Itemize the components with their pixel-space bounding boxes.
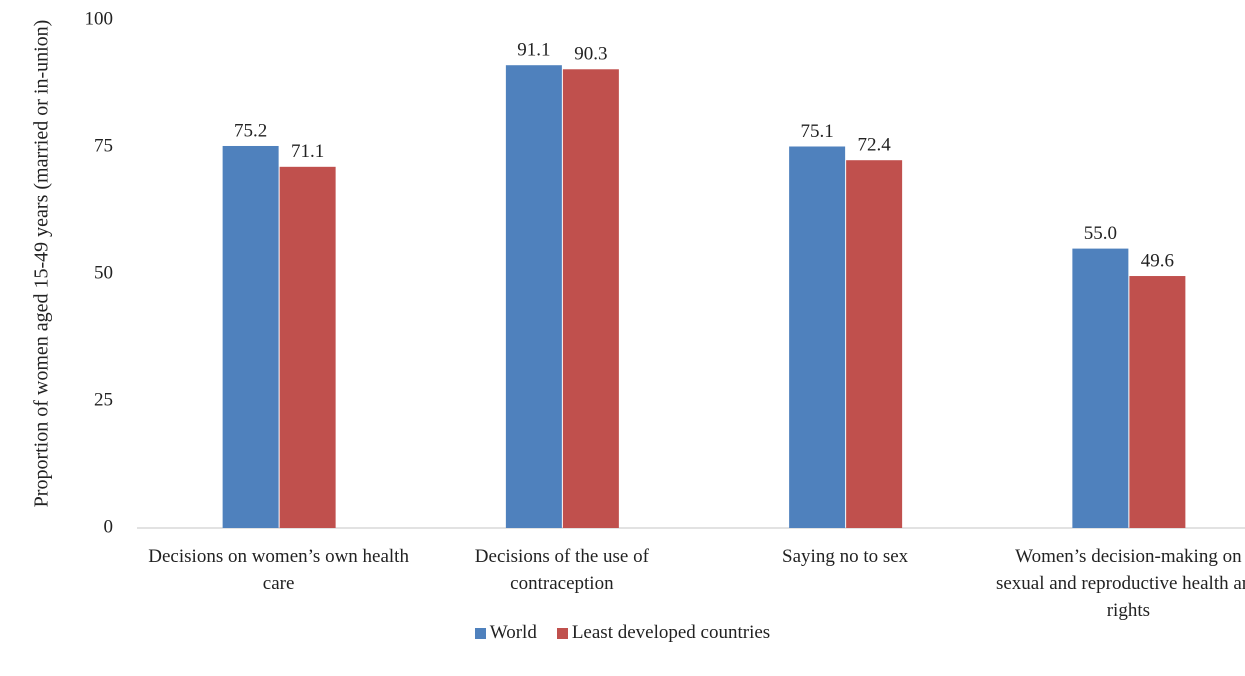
legend-label: World xyxy=(489,622,537,643)
y-tick-label: 50 xyxy=(94,262,113,283)
legend-item: World xyxy=(474,622,537,644)
data-label: 72.4 xyxy=(858,135,892,156)
x-tick-label: Decisions of the use of contraception xyxy=(474,546,649,594)
bar xyxy=(562,69,619,528)
legend-swatch xyxy=(474,627,486,639)
bar xyxy=(846,160,903,528)
legend: World Least developed countries xyxy=(0,622,1245,645)
data-label: 55.0 xyxy=(1084,223,1117,244)
data-label: 75.1 xyxy=(801,121,834,142)
data-label: 71.1 xyxy=(291,141,324,162)
y-axis-label: Proportion of women aged 15-49 years (ma… xyxy=(30,19,53,508)
bar xyxy=(505,65,562,528)
y-tick-label: 100 xyxy=(85,8,114,29)
x-tick-label: Decisions on women’s own health care xyxy=(148,546,409,594)
x-tick-label: Saying no to sex xyxy=(782,546,909,567)
x-tick-label: Women’s decision-making on sexual and re… xyxy=(995,546,1245,621)
bar xyxy=(1072,248,1129,528)
legend-swatch xyxy=(556,627,568,639)
data-label: 90.3 xyxy=(574,44,607,65)
bar xyxy=(1129,276,1186,528)
data-label: 75.2 xyxy=(234,120,267,141)
y-tick-label: 75 xyxy=(94,135,113,156)
legend-item: Least developed countries xyxy=(556,622,771,644)
bar xyxy=(789,146,846,528)
y-tick-label: 25 xyxy=(94,389,113,410)
data-label: 91.1 xyxy=(517,40,550,61)
bar xyxy=(279,166,336,528)
legend-label: Least developed countries xyxy=(571,622,771,643)
bar xyxy=(222,145,279,528)
y-tick-label: 0 xyxy=(104,516,114,537)
data-label: 49.6 xyxy=(1141,250,1174,271)
